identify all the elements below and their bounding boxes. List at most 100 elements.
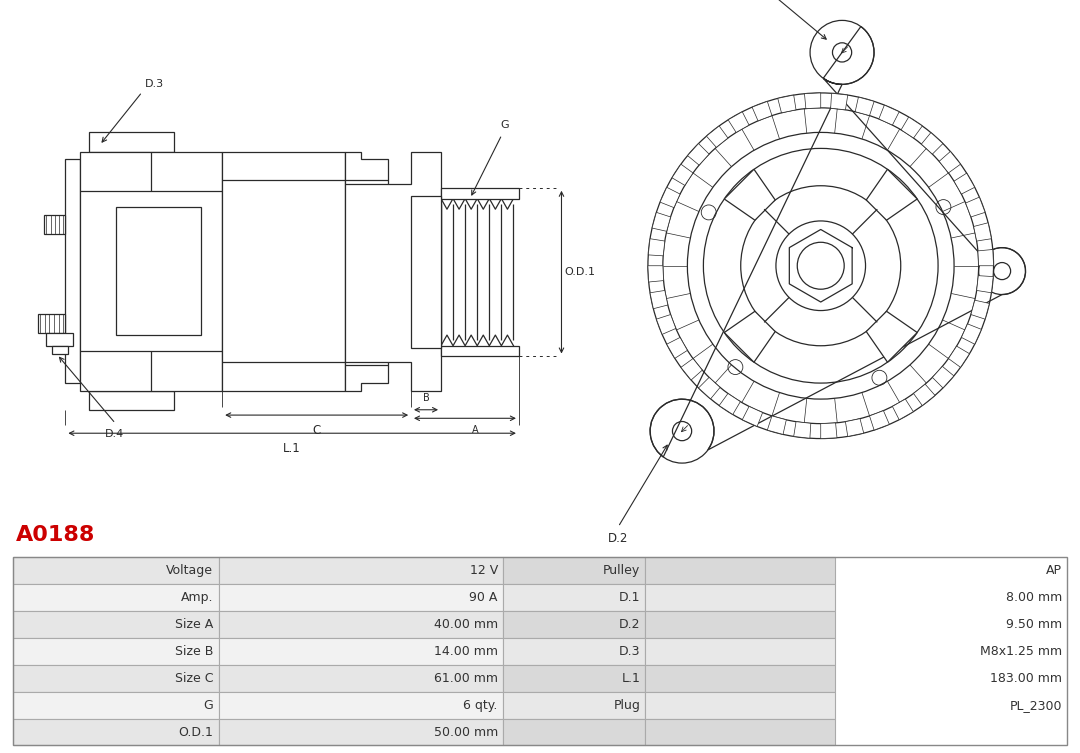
- Bar: [13, 557, 218, 584]
- Text: G: G: [203, 699, 213, 712]
- Polygon shape: [855, 97, 874, 116]
- Text: PL_2300: PL_2300: [1010, 699, 1062, 712]
- Bar: [503, 611, 646, 638]
- Bar: [218, 718, 503, 745]
- Bar: [218, 557, 503, 584]
- Bar: [646, 638, 835, 665]
- Bar: [646, 718, 835, 745]
- Polygon shape: [866, 311, 917, 362]
- Polygon shape: [52, 346, 68, 355]
- Text: 9.50 mm: 9.50 mm: [1005, 618, 1062, 631]
- Bar: [646, 692, 835, 718]
- Bar: [218, 611, 503, 638]
- Polygon shape: [728, 111, 750, 133]
- Polygon shape: [660, 187, 680, 208]
- Polygon shape: [648, 266, 663, 282]
- Bar: [218, 665, 503, 692]
- Text: 40.00 mm: 40.00 mm: [434, 618, 498, 631]
- Text: D.4: D.4: [105, 429, 124, 439]
- Text: L.1: L.1: [283, 442, 301, 455]
- Polygon shape: [742, 407, 762, 426]
- Polygon shape: [831, 93, 848, 110]
- Text: Voltage: Voltage: [166, 564, 213, 577]
- Polygon shape: [821, 423, 837, 438]
- Bar: [13, 665, 218, 692]
- Polygon shape: [89, 133, 174, 151]
- Polygon shape: [80, 151, 222, 391]
- Text: 183.00 mm: 183.00 mm: [989, 672, 1062, 684]
- Text: O.D.1: O.D.1: [178, 726, 213, 739]
- Polygon shape: [879, 105, 900, 125]
- Bar: [503, 718, 646, 745]
- Polygon shape: [719, 394, 741, 414]
- Polygon shape: [652, 212, 671, 231]
- Text: D.2: D.2: [608, 532, 629, 545]
- Polygon shape: [767, 416, 786, 434]
- Polygon shape: [725, 169, 775, 220]
- Polygon shape: [672, 164, 693, 185]
- Text: AP: AP: [1045, 564, 1062, 577]
- Polygon shape: [441, 188, 518, 199]
- Polygon shape: [892, 399, 914, 419]
- Text: B: B: [422, 393, 430, 404]
- Polygon shape: [948, 346, 970, 367]
- Polygon shape: [971, 300, 989, 319]
- Bar: [646, 584, 835, 611]
- Polygon shape: [901, 117, 922, 138]
- Bar: [503, 692, 646, 718]
- Bar: [503, 638, 646, 665]
- Polygon shape: [680, 358, 702, 380]
- Bar: [503, 557, 646, 584]
- Text: O.D.1: O.D.1: [565, 267, 596, 277]
- Text: Amp.: Amp.: [180, 591, 213, 604]
- Bar: [13, 692, 218, 718]
- Polygon shape: [116, 207, 201, 335]
- Polygon shape: [961, 324, 982, 344]
- Text: A: A: [472, 425, 478, 434]
- Polygon shape: [846, 419, 864, 437]
- Polygon shape: [44, 215, 66, 233]
- Text: Size B: Size B: [175, 645, 213, 658]
- Bar: [13, 584, 218, 611]
- Text: L.1: L.1: [621, 672, 640, 684]
- Polygon shape: [866, 169, 917, 220]
- Polygon shape: [805, 93, 821, 108]
- Bar: [13, 638, 218, 665]
- Text: Size C: Size C: [175, 672, 213, 684]
- Bar: [13, 611, 218, 638]
- Text: Size A: Size A: [175, 618, 213, 631]
- Polygon shape: [954, 173, 975, 194]
- Bar: [13, 718, 218, 745]
- Polygon shape: [752, 102, 772, 120]
- Polygon shape: [66, 159, 80, 383]
- Polygon shape: [932, 367, 954, 388]
- Text: C: C: [312, 424, 321, 437]
- Bar: [218, 692, 503, 718]
- Text: Plug: Plug: [613, 699, 640, 712]
- Polygon shape: [657, 315, 676, 334]
- Polygon shape: [38, 314, 66, 333]
- Text: 6 qty.: 6 qty.: [463, 699, 498, 712]
- Polygon shape: [222, 151, 345, 391]
- Text: M8x1.25 mm: M8x1.25 mm: [980, 645, 1062, 658]
- Text: D.1: D.1: [619, 591, 640, 604]
- Polygon shape: [345, 151, 441, 391]
- Polygon shape: [699, 377, 720, 399]
- Text: D.3: D.3: [145, 78, 163, 89]
- Bar: [646, 611, 835, 638]
- Text: A0188: A0188: [16, 525, 95, 544]
- Polygon shape: [869, 410, 889, 430]
- Polygon shape: [725, 311, 775, 362]
- Polygon shape: [46, 333, 73, 346]
- Polygon shape: [976, 276, 994, 293]
- Text: 50.00 mm: 50.00 mm: [433, 726, 498, 739]
- Text: 8.00 mm: 8.00 mm: [1005, 591, 1062, 604]
- Polygon shape: [778, 95, 796, 113]
- Text: 12 V: 12 V: [470, 564, 498, 577]
- Polygon shape: [411, 197, 441, 348]
- Text: D.3: D.3: [619, 645, 640, 658]
- Bar: [503, 665, 646, 692]
- Polygon shape: [966, 197, 985, 217]
- Polygon shape: [977, 249, 994, 266]
- Bar: [218, 638, 503, 665]
